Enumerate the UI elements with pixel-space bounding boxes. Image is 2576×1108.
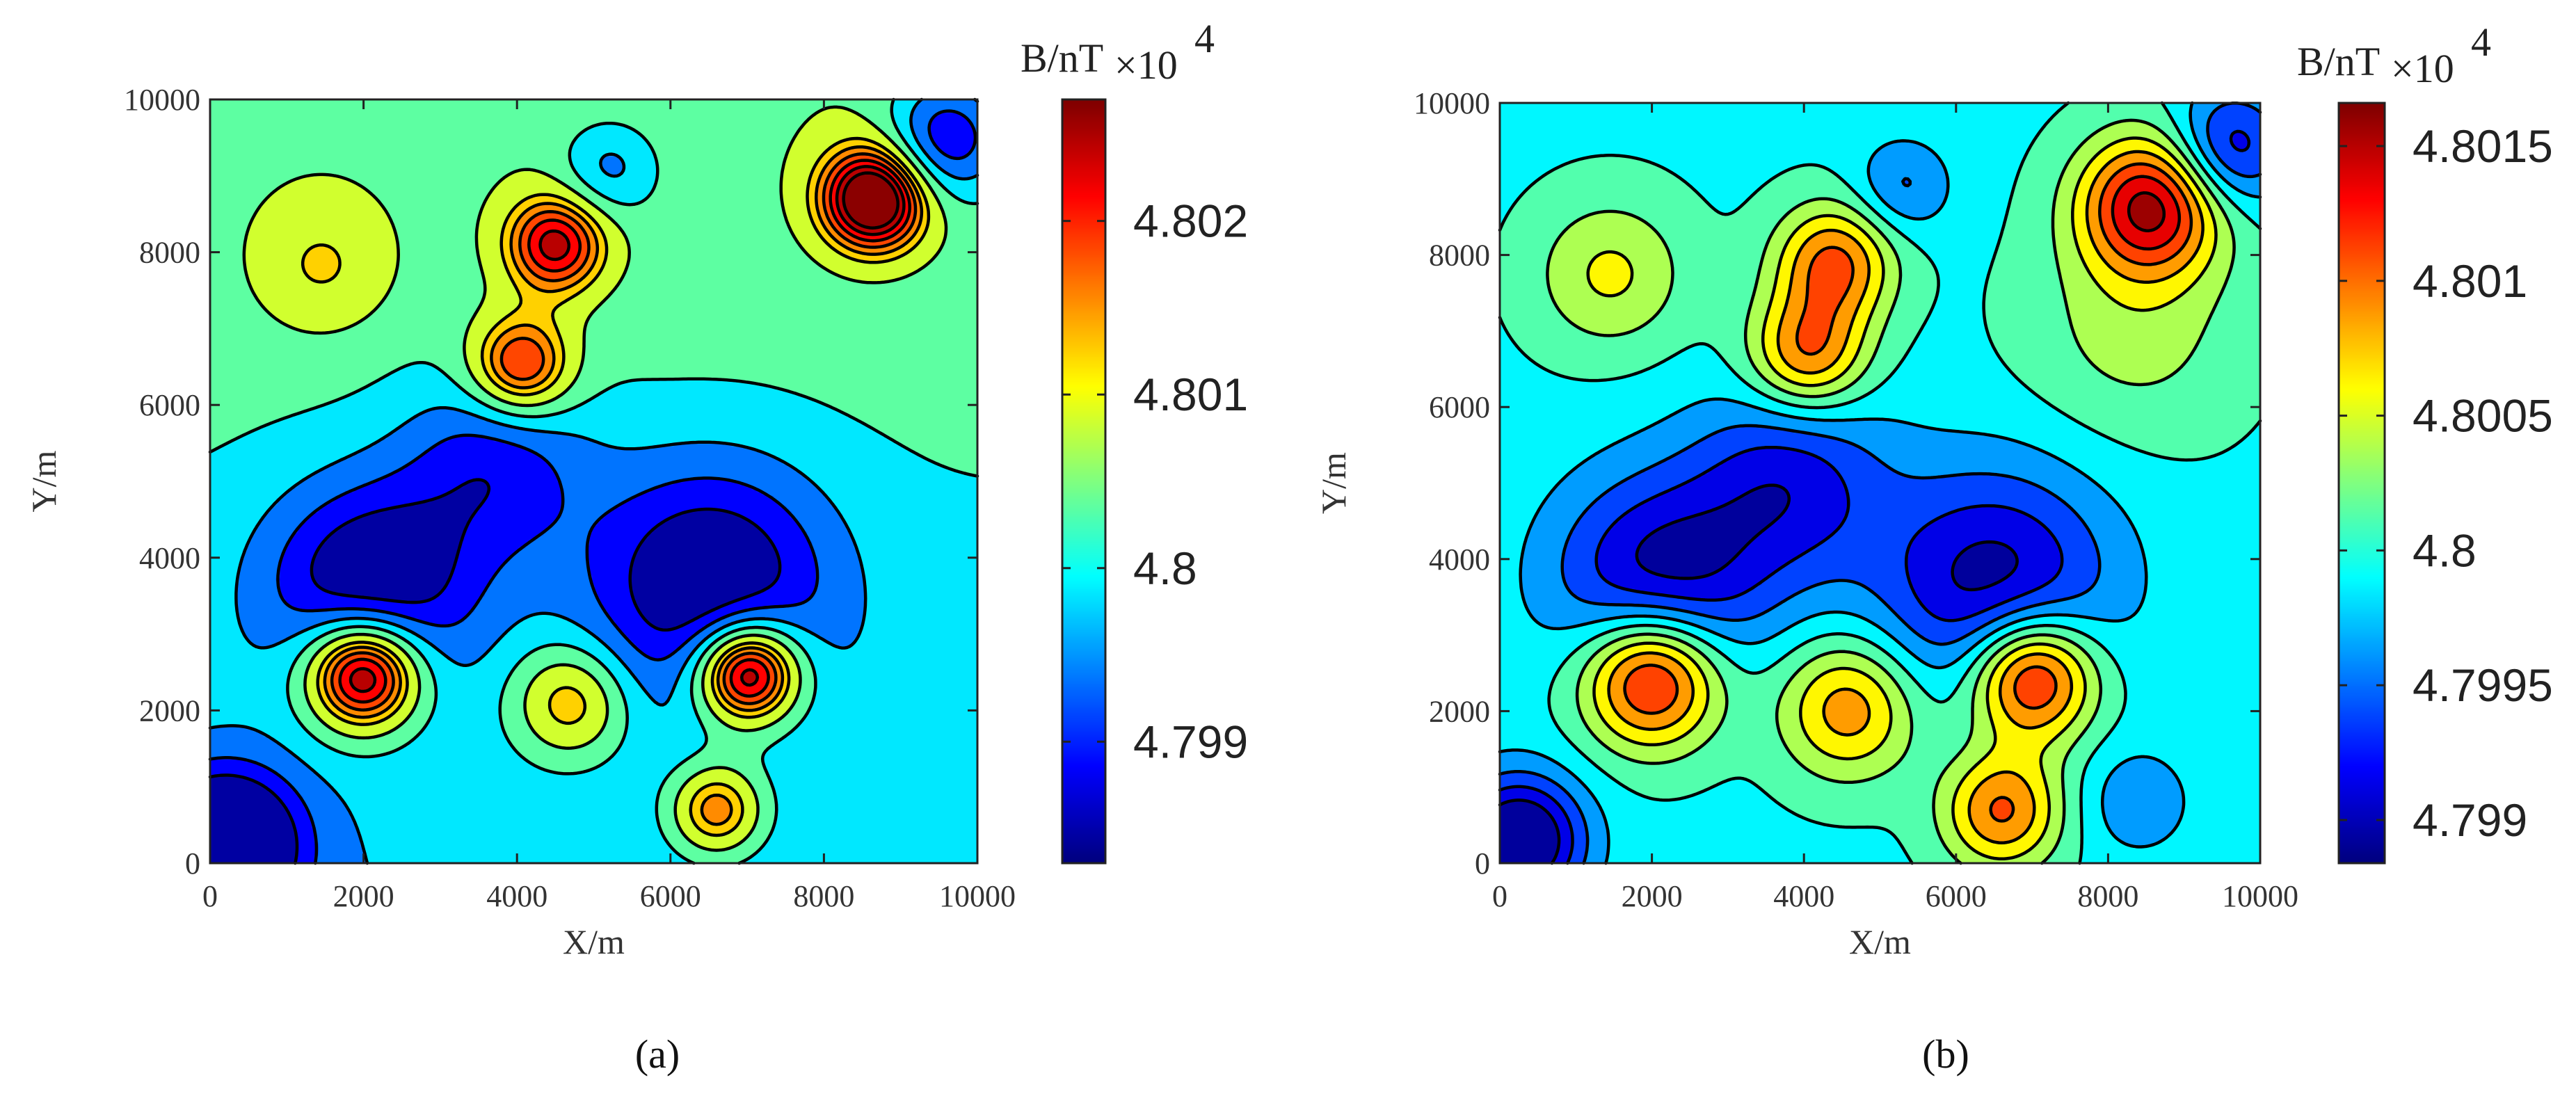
panel-a-colorbar-frame — [1061, 98, 1107, 865]
panel-b-contour-level-3 — [1498, 101, 2262, 865]
panel-a-contour-level-2 — [208, 97, 979, 865]
panel-b-colorbar-exponent: 4 — [2471, 19, 2491, 65]
panel-a-contour-lines — [208, 97, 979, 865]
panel-b-contour-lines — [1498, 101, 2262, 865]
panel-a-x-axis-label: X/m — [563, 922, 625, 961]
panel-b-contour-level-2 — [1498, 101, 2262, 865]
panel-a-xtick-label: 6000 — [640, 879, 701, 913]
panel-a-colorbar-multiplier: ×10 — [1114, 42, 1178, 88]
panel-b-contour-level-1 — [1498, 129, 2251, 865]
panel-a-contour-level-10 — [842, 171, 900, 230]
panel-b-colorbar-tick-label: 4.8015 — [2413, 120, 2553, 172]
panel-b-contour-level-4 — [1498, 101, 2262, 865]
panel-a-filled-contour — [210, 99, 977, 863]
panel-b-ytick-label: 8000 — [1429, 239, 1490, 273]
panel-b-colorbar-tick-label: 4.799 — [2413, 794, 2527, 846]
panel-a-contour-level-1 — [208, 109, 977, 865]
panel-a-ytick-label: 2000 — [139, 693, 200, 728]
panel-b-colorbar-multiplier: ×10 — [2391, 46, 2454, 91]
panel-b-axes-frame — [1498, 102, 2262, 865]
panel-b-xtick-label: 2000 — [1622, 879, 1683, 913]
panel-b-contour-level-8 — [1623, 162, 2193, 823]
panel-b-colorbar: 4.799 4.7995 4.8 4.8005 4.801 4.8015 B/nT ×10 4 — [2297, 19, 2553, 865]
panel-a-ytick-label: 10000 — [124, 83, 200, 117]
panel-b-colorbar-tick-label: 4.801 — [2413, 255, 2527, 307]
panel-b-colorbar-tick-label: 4.8 — [2413, 524, 2477, 576]
panel-a-ytick-label: 0 — [185, 846, 200, 881]
panel-b-colorbar-frame — [2337, 102, 2386, 865]
panel-a-contour-level-3 — [208, 97, 979, 865]
panel-b: 0 2000 4000 6000 8000 10000 0 2000 4000 6000 8000 1… — [1314, 19, 2553, 1077]
panel-a-colorbar-gradient — [1062, 99, 1105, 863]
panel-a-axes-frame — [209, 98, 979, 865]
panel-b-xtick-label: 0 — [1492, 879, 1507, 913]
panel-a-colorbar-tick-label: 4.802 — [1133, 195, 1248, 247]
panel-a-contour-level-4 — [242, 105, 948, 852]
panel-a-contour-level-0 — [208, 478, 782, 865]
panel-b-ytick-label: 0 — [1475, 846, 1490, 881]
panel-a-ytick-label: 4000 — [139, 541, 200, 575]
panel-b-xtick-label: 6000 — [1926, 879, 1987, 913]
panel-b-ytick-label: 2000 — [1429, 694, 1490, 728]
panel-b-contour-level-10 — [2127, 191, 2166, 232]
panel-a-colorbar-title: B/nT — [1021, 35, 1103, 81]
panel-a-contour-level-8 — [338, 159, 911, 704]
panel-a-contour-level-6 — [323, 145, 924, 826]
panel-a-xtick-label: 0 — [202, 879, 218, 913]
panel-a-xtick-label: 2000 — [333, 879, 394, 913]
panel-b-x-axis-label: X/m — [1849, 922, 1911, 961]
panel-b-colorbar-tick-label: 4.7995 — [2413, 659, 2553, 711]
panel-b-ytick-label: 6000 — [1429, 390, 1490, 424]
panel-b-contour-level-7 — [1607, 150, 2205, 844]
panel-a-colorbar-exponent: 4 — [1194, 16, 1215, 61]
panel-a-contour-level-7 — [330, 152, 918, 712]
panel-a-y-axis-label: Y/m — [24, 450, 63, 512]
panel-b-y-axis-label: Y/m — [1314, 452, 1353, 514]
panel-b-colorbar-tick-label: 4.8005 — [2413, 390, 2553, 442]
panel-b-contour-level-6 — [1586, 136, 2218, 861]
panel-a-ytick-label: 8000 — [139, 236, 200, 270]
panel-b-colorbar-title: B/nT — [2297, 39, 2380, 84]
panel-a-xtick-label: 8000 — [793, 879, 854, 913]
panel-a-colorbar-tick-label: 4.8 — [1133, 543, 1197, 594]
panel-a: 0 2000 4000 6000 8000 10000 0 2000 4000 6000 8000 1… — [24, 16, 1248, 1077]
panel-b-caption: (b) — [1922, 1031, 1969, 1077]
panel-b-xtick-label: 10000 — [2222, 879, 2298, 913]
panel-b-ytick-label: 10000 — [1414, 86, 1490, 120]
panel-a-ytick-label: 6000 — [139, 388, 200, 422]
panel-a-xtick-label: 4000 — [486, 879, 547, 913]
panel-a-colorbar: 4.799 4.8 4.801 4.802 B/nT ×10 4 — [1021, 16, 1248, 865]
panel-b-contour-level-5 — [1546, 118, 2236, 865]
panel-a-colorbar-tick-label: 4.801 — [1133, 369, 1248, 420]
panel-b-contour-level-9 — [2111, 175, 2182, 251]
panel-b-xtick-label: 8000 — [2077, 879, 2138, 913]
panel-b-xtick-label: 4000 — [1773, 879, 1834, 913]
panel-a-contour-level-5 — [301, 136, 931, 837]
panel-a-colorbar-tick-label: 4.799 — [1133, 716, 1248, 767]
panel-a-contour-level-9 — [349, 165, 906, 693]
panel-a-xtick-label: 10000 — [939, 879, 1016, 913]
panel-b-ytick-label: 4000 — [1429, 543, 1490, 577]
panel-b-contour-level-0 — [1498, 483, 2019, 865]
panel-b-colorbar-gradient — [2339, 103, 2385, 863]
panel-a-caption: (a) — [635, 1031, 680, 1077]
